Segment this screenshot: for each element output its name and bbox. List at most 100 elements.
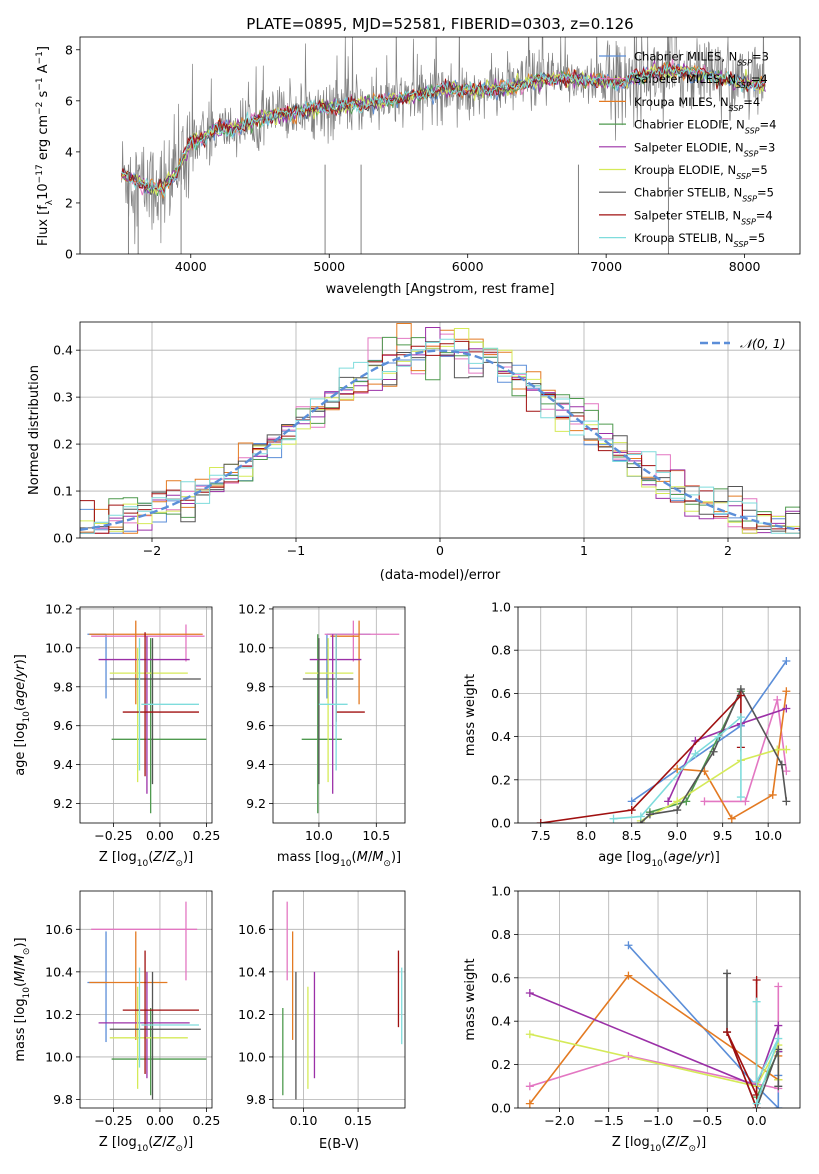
label-part: / <box>13 966 28 971</box>
weight-marker-kroupa-stelib <box>714 732 723 741</box>
x-tick-label: 8.5 <box>622 828 642 843</box>
weight-marker-kroupa-stelib <box>691 749 700 758</box>
error-point-chabrier-stelib <box>109 971 201 1100</box>
label-part: M <box>13 971 28 982</box>
label-part: 10 <box>137 859 149 869</box>
y-axis-label: mass weight <box>463 958 478 1040</box>
x-axis-label: mass [log10(M/M⊙)] <box>277 850 401 869</box>
label-part: / <box>675 1135 680 1150</box>
label-part: age [log <box>13 723 28 776</box>
label-part: )] <box>183 850 193 865</box>
label-part: / <box>692 850 697 865</box>
error-point-kroupa-stelib <box>138 638 199 771</box>
x-tick-label: 0.25 <box>193 1113 221 1128</box>
weight-marker-kroupa-miles <box>525 1099 534 1108</box>
error-point-kroupa-stelib <box>318 634 348 771</box>
label-part: erg cm <box>36 115 51 164</box>
x-tick-label: 4000 <box>175 259 207 274</box>
y-tick-label: 9.4 <box>53 757 73 772</box>
plot-area <box>525 941 783 1108</box>
error-point-chabrier-miles <box>87 931 107 1043</box>
error-point-kroupa-miles <box>89 931 168 1040</box>
x-tick-label: 0.15 <box>344 1113 372 1128</box>
grid-lines <box>80 607 212 823</box>
weight-marker-salpeter-miles <box>774 982 783 991</box>
weight-line-kroupa-stelib <box>755 1001 780 1104</box>
label-part: ( <box>663 850 668 865</box>
weight-marker-kroupa-stelib <box>752 1077 761 1086</box>
age-vs-mass-panel: 10.0 10.5 9.2 9.4 9.6 9.8 10.0 10.2 mass [log10(… <box>238 601 406 869</box>
label-part: yr <box>13 663 28 679</box>
axes: 4000 5000 6000 7000 8000 0 2 4 6 8 <box>65 36 801 274</box>
error-point-salpeter-miles <box>91 901 198 981</box>
legend-label-sub: SSP <box>741 217 756 226</box>
legend-label-chabrier-miles: Chabrier MILES, NSSP=3 <box>634 50 769 68</box>
y-tick-label: 10.4 <box>45 964 73 979</box>
label-part: age [log <box>598 850 651 865</box>
axes: −2 −1 0 1 2 0.0 0.1 0.2 0.3 0.4 <box>53 321 801 558</box>
weight-marker-kroupa-miles <box>768 790 777 799</box>
y-tick-label: 1.0 <box>491 884 511 899</box>
weight-line-salpeter-elodie <box>667 707 787 802</box>
weight-marker-kroupa-miles <box>782 687 791 696</box>
y-tick-label: 10.2 <box>238 601 266 616</box>
axes-frame <box>79 890 213 1109</box>
y-tick-label: 0.8 <box>491 927 511 942</box>
x-tick-label: 7.5 <box>531 828 551 843</box>
legend-label-name: Kroupa STELIB, N <box>634 231 734 245</box>
label-part: s <box>36 90 51 101</box>
weight-marker-kroupa-stelib <box>636 812 645 821</box>
residual-histogram-panel: −2 −1 0 1 2 0.0 0.1 0.2 0.3 0.4 (data-model)/error… <box>27 321 801 583</box>
label-part: Z [log <box>612 1135 650 1150</box>
error-point-salpeter-stelib <box>335 634 365 722</box>
error-point-kroupa-elodie <box>109 647 188 783</box>
label-part: Flux [f <box>36 205 51 246</box>
legend-label-kroupa-elodie: Kroupa ELODIE, NSSP=5 <box>634 163 768 181</box>
y-tick-label: 0.0 <box>53 531 73 546</box>
weight-marker-kroupa-elodie <box>525 1030 534 1039</box>
error-point-salpeter-elodie <box>98 636 190 794</box>
weight-vs-metallicity-panel: −2.0 −1.5 −1.0 −0.5 0.0 0.0 0.2 0.4 0.6 0.8 1.0 Z [… <box>463 884 801 1154</box>
x-tick-label: 9.0 <box>667 828 687 843</box>
error-point-chabrier-elodie <box>111 638 207 814</box>
y-tick-label: 9.6 <box>246 718 266 733</box>
y-tick-label: 0.2 <box>491 772 511 787</box>
plot-area <box>282 901 403 1100</box>
y-tick-label: 0.1 <box>53 484 73 499</box>
label-part: ⊙ <box>688 1144 696 1154</box>
legend-label-sub: SSP <box>742 194 757 203</box>
x-tick-label: 2 <box>724 543 732 558</box>
axes: −0.25 0.00 0.25 9.8 10.0 10.2 10.4 10.6 <box>45 890 221 1128</box>
error-point-kroupa-elodie <box>109 986 188 1089</box>
label-part: Z [log <box>99 1135 137 1150</box>
label-part: −1 <box>35 51 45 64</box>
label-part: ] <box>36 46 51 51</box>
legend-label-name: Chabrier MILES, N <box>634 50 737 64</box>
y-tick-label: 1.0 <box>491 600 511 615</box>
weight-marker-chabrier-stelib <box>709 747 718 756</box>
x-tick-label: 5000 <box>313 259 345 274</box>
model-spectrum-kroupa-stelib <box>121 62 766 198</box>
weight-line-kroupa-stelib <box>613 715 742 820</box>
label-part: ⊙ <box>383 859 391 869</box>
spectrum-legend: Chabrier MILES, NSSP=3 Salpeter MILES, NS… <box>599 50 776 249</box>
y-tick-label: 9.2 <box>53 796 73 811</box>
weight-marker-chabrier-miles <box>627 797 636 806</box>
histogram-kroupa-stelib <box>80 338 800 534</box>
label-part: age <box>13 682 28 706</box>
error-point-chabrier-miles <box>326 633 371 699</box>
y-tick-label: 0.0 <box>491 1101 511 1116</box>
weight-marker-salpeter-miles <box>525 1082 534 1091</box>
y-tick-label: 2 <box>65 195 73 210</box>
weight-marker-kroupa-elodie <box>673 797 682 806</box>
weight-marker-chabrier-stelib <box>774 1082 783 1091</box>
axes: −2.0 −1.5 −1.0 −0.5 0.0 0.0 0.2 0.4 0.6 0.8 1.0 <box>491 884 801 1128</box>
model-spectrum-salpeter-stelib <box>121 61 766 194</box>
legend-label-salpeter-miles: Salpeter MILES, NSSP=4 <box>634 72 768 90</box>
x-tick-label: 6000 <box>452 259 484 274</box>
plot-area <box>536 657 791 823</box>
weight-marker-salpeter-stelib <box>536 819 545 823</box>
y-tick-label: 9.8 <box>246 679 266 694</box>
x-axis-label: E(B-V) <box>319 1137 359 1152</box>
grid-lines <box>80 891 212 1108</box>
